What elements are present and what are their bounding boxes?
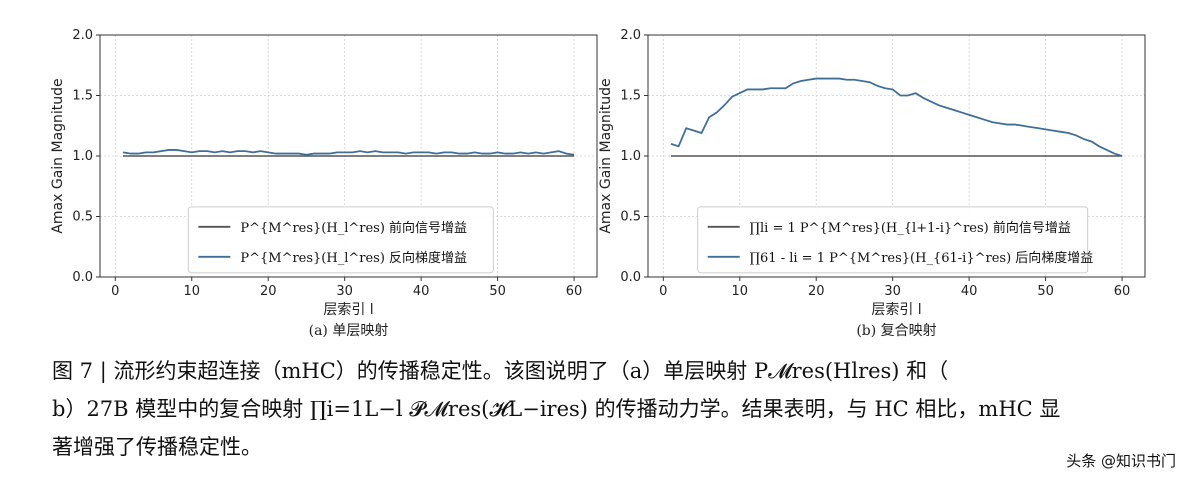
y-tick-label: 1.5 — [620, 89, 641, 104]
legend-label: P^{M^res}(H_l^res) 前向信号增益 — [240, 220, 467, 236]
y-tick-label: 0.5 — [72, 210, 93, 225]
y-tick-label: 1.0 — [72, 149, 93, 164]
x-tick-label: 50 — [489, 284, 506, 299]
legend-label: ∏li = 1 P^{M^res}(H_{l+1-i}^res) 前向信号增益 — [750, 220, 1071, 236]
y-tick-label: 0.5 — [620, 210, 641, 225]
y-tick-label: 2.0 — [620, 28, 641, 43]
caption-line-3: 著增强了传播稳定性。 — [52, 435, 262, 459]
y-axis-title: Amax Gain Magnitude — [50, 78, 66, 233]
x-tick-label: 10 — [731, 284, 748, 299]
x-tick-label: 40 — [413, 284, 430, 299]
x-tick-label: 50 — [1037, 284, 1054, 299]
figure-caption: 图 7 | 流形约束超连接（mHC）的传播稳定性。该图说明了（a）单层映射 P𝓜… — [52, 352, 1157, 466]
series-line-backward — [670, 77, 1123, 157]
legend-label: ∏61 - li = 1 P^{M^res}(H_{61-i}^res) 后向梯… — [750, 250, 1094, 266]
x-tick-label: 20 — [808, 284, 825, 299]
watermark-text: 头条 @知识书门 — [1060, 448, 1182, 473]
y-tick-label: 0.0 — [620, 270, 641, 285]
y-tick-label: 2.0 — [72, 28, 93, 43]
x-tick-label: 0 — [111, 284, 119, 299]
caption-line-1: 图 7 | 流形约束超连接（mHC）的传播稳定性。该图说明了（a）单层映射 P𝓜… — [52, 359, 949, 383]
y-tick-label: 1.0 — [620, 149, 641, 164]
x-axis-title: 层索引 l — [871, 301, 921, 318]
x-tick-label: 30 — [336, 284, 353, 299]
legend-label: P^{M^res}(H_l^res) 反向梯度增益 — [240, 250, 467, 266]
figure-charts: 0.0 0.5 1.0 1.5 2.0 0 10 20 30 40 50 60 层索引 l Amax Ga… — [50, 28, 1146, 339]
chart-a: 0.0 0.5 1.0 1.5 2.0 0 10 20 30 40 50 60 层索引 l Amax Ga… — [50, 28, 598, 339]
subcaption: (a) 单层映射 — [309, 323, 389, 339]
x-tick-label: 20 — [260, 284, 277, 299]
x-axis-title: 层索引 l — [323, 301, 373, 318]
x-tick-label: 30 — [884, 284, 901, 299]
caption-line-2: b）27B 模型中的复合映射 ∏i=1L−l 𝓟𝓜res(𝓗L−ires) 的传… — [52, 397, 1061, 421]
x-tick-label: 10 — [183, 284, 200, 299]
y-tick-label: 1.5 — [72, 89, 93, 104]
y-axis-title: Amax Gain Magnitude — [598, 78, 614, 233]
x-tick-label: 60 — [566, 284, 583, 299]
x-tick-label: 40 — [961, 284, 978, 299]
subcaption: (b) 复合映射 — [856, 322, 936, 339]
x-tick-label: 60 — [1114, 284, 1131, 299]
x-tick-label: 0 — [659, 284, 667, 299]
legend-box — [697, 206, 1089, 274]
series-line-backward — [122, 149, 575, 156]
y-tick-label: 0.0 — [72, 270, 93, 285]
legend-box — [187, 206, 494, 274]
chart-b: 0.0 0.5 1.0 1.5 2.0 0 10 20 30 40 50 60 层索引 l Amax Ga… — [598, 28, 1146, 339]
